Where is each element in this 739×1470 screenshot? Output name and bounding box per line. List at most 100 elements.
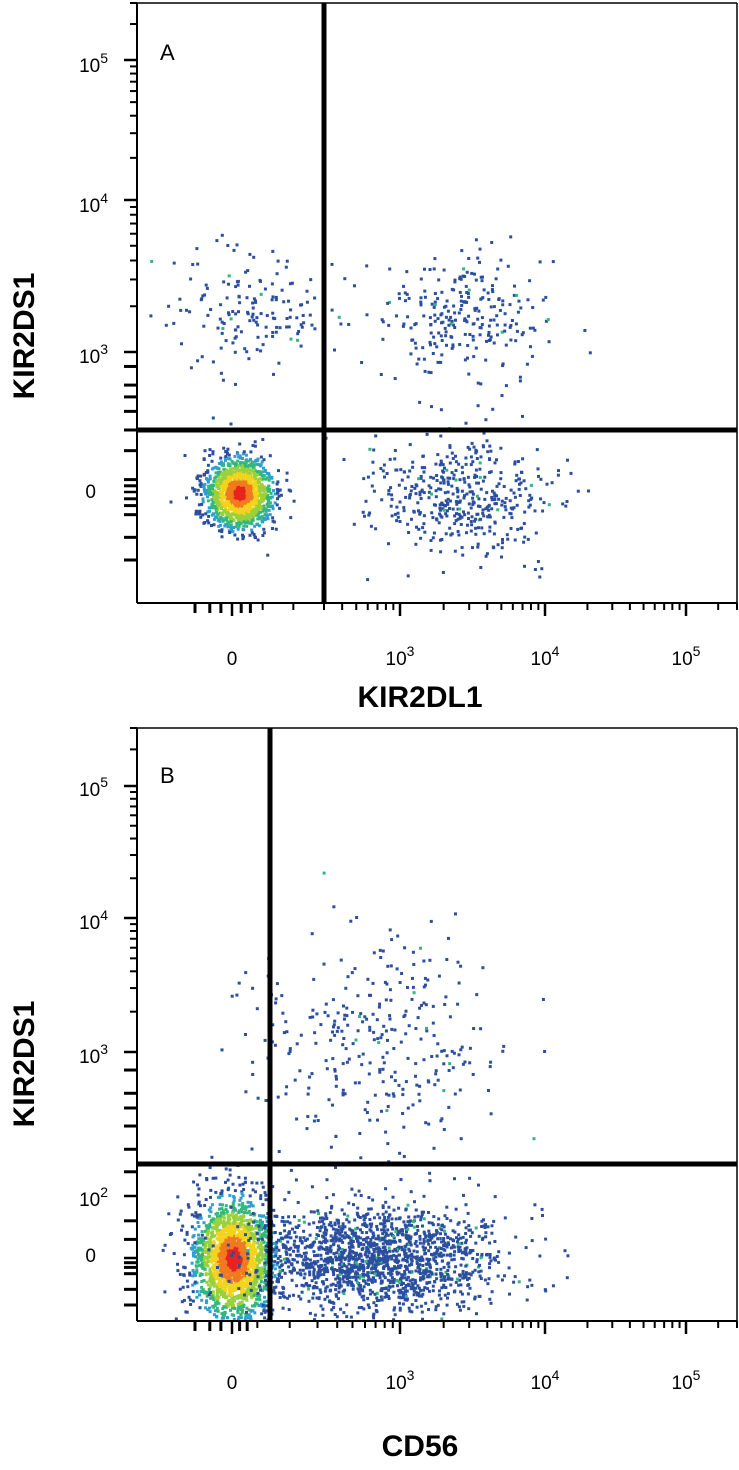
event-dot [369, 1225, 373, 1229]
event-dot [196, 359, 200, 363]
event-dot [527, 505, 531, 509]
event-dot [192, 1180, 196, 1184]
event-dot [459, 299, 463, 303]
event-dot [436, 317, 440, 321]
event-dot [305, 1237, 309, 1241]
event-dot [283, 1198, 287, 1202]
event-dot [458, 514, 462, 518]
event-dot [428, 316, 432, 320]
event-dot [249, 491, 253, 495]
event-dot [250, 1219, 254, 1223]
event-dot [448, 444, 452, 448]
event-dot [272, 489, 275, 493]
event-dot [227, 1292, 231, 1296]
event-dot [263, 1233, 267, 1237]
event-dot [232, 1195, 236, 1198]
event-dot [343, 1225, 347, 1229]
x-tick-label: 104 [531, 643, 560, 670]
event-dot [232, 526, 236, 529]
event-dot [220, 504, 224, 508]
event-dot [265, 502, 269, 506]
event-dot [460, 1292, 464, 1296]
event-dot [205, 1255, 209, 1259]
event-dot [374, 434, 378, 438]
event-dot [381, 1242, 385, 1246]
event-dot [456, 507, 460, 511]
event-dot [438, 463, 442, 467]
event-dot [262, 527, 266, 531]
event-dot [367, 1264, 371, 1268]
event-dot [212, 1240, 216, 1244]
event-dot [383, 1248, 387, 1252]
event-dot [423, 530, 427, 534]
event-dot [267, 473, 271, 477]
event-dot [257, 485, 261, 489]
event-dot [232, 1295, 236, 1299]
event-dot [412, 1293, 416, 1297]
event-dot [244, 1297, 248, 1301]
event-dot [478, 475, 482, 479]
event-dot [457, 311, 461, 315]
event-dot [239, 1196, 243, 1200]
event-dot [239, 1252, 243, 1256]
event-dot [229, 317, 233, 321]
event-dot [226, 447, 230, 451]
event-dot [207, 488, 211, 491]
event-dot [201, 294, 205, 298]
event-dot [419, 300, 423, 304]
event-dot [478, 247, 482, 251]
event-dot [220, 320, 224, 324]
event-dot [237, 509, 241, 513]
event-dot [400, 1248, 404, 1252]
event-dot [230, 1289, 234, 1293]
event-dot [198, 1173, 202, 1177]
event-dot [479, 487, 483, 491]
event-dot [253, 1304, 257, 1308]
event-dot [243, 501, 247, 505]
event-dot [308, 1233, 312, 1237]
event-dot [247, 507, 251, 511]
event-dot [565, 500, 569, 503]
event-dot [240, 493, 244, 497]
event-dot [254, 320, 258, 324]
event-dot [239, 1296, 242, 1300]
event-dot [458, 499, 462, 503]
event-dot [356, 1311, 360, 1315]
event-dot [366, 578, 370, 582]
event-dot [207, 1227, 211, 1230]
event-dot [393, 377, 397, 380]
event-dot [203, 1246, 207, 1250]
event-dot [219, 484, 223, 488]
event-dot [225, 1233, 229, 1237]
event-dot [216, 1273, 220, 1276]
event-dot [240, 1218, 244, 1222]
event-dot [216, 1195, 220, 1199]
event-dot [393, 1313, 397, 1317]
event-dot [196, 1250, 200, 1254]
event-dot [260, 470, 264, 474]
event-dot [258, 1268, 261, 1272]
event-dot [210, 1155, 214, 1159]
event-dot [372, 1250, 376, 1253]
event-dot [262, 466, 265, 470]
event-dot [211, 450, 215, 454]
event-dot [452, 1253, 456, 1257]
event-dot [231, 1272, 235, 1276]
event-dot [287, 1215, 291, 1219]
event-dot [237, 1210, 241, 1214]
event-dot [261, 509, 265, 513]
event-dot [374, 1308, 378, 1312]
event-dot [465, 300, 469, 304]
event-dot [221, 463, 225, 467]
event-dot [219, 1246, 223, 1250]
event-dot [466, 445, 470, 449]
event-dot [219, 1286, 223, 1290]
event-dot [251, 1252, 255, 1256]
event-dot [463, 332, 467, 336]
event-dot [186, 1242, 190, 1245]
event-dot [282, 1287, 286, 1290]
event-dot [421, 1274, 425, 1278]
event-dot [489, 1259, 493, 1263]
event-dot [419, 1276, 423, 1280]
event-dot [218, 517, 222, 521]
